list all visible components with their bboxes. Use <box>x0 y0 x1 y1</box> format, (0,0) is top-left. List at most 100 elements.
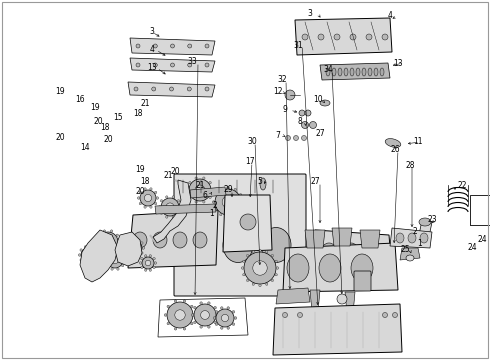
Circle shape <box>141 257 143 260</box>
Circle shape <box>141 242 143 244</box>
Text: 10: 10 <box>313 95 323 104</box>
Circle shape <box>142 247 145 249</box>
Circle shape <box>103 238 113 247</box>
Circle shape <box>183 328 186 330</box>
Circle shape <box>188 63 192 67</box>
Text: 11: 11 <box>413 138 423 147</box>
Ellipse shape <box>408 233 416 243</box>
Circle shape <box>167 305 170 308</box>
Polygon shape <box>345 292 355 314</box>
Circle shape <box>246 279 249 282</box>
Circle shape <box>205 87 209 91</box>
Circle shape <box>140 190 156 206</box>
Circle shape <box>215 311 218 313</box>
Circle shape <box>195 201 197 203</box>
Circle shape <box>136 63 140 67</box>
Circle shape <box>243 260 245 262</box>
Ellipse shape <box>368 68 372 76</box>
Text: 3: 3 <box>149 27 154 36</box>
Circle shape <box>232 311 235 313</box>
Ellipse shape <box>374 68 378 76</box>
Circle shape <box>104 259 107 261</box>
Circle shape <box>246 255 249 257</box>
Ellipse shape <box>223 228 253 262</box>
Circle shape <box>96 260 98 262</box>
Circle shape <box>259 249 261 252</box>
Circle shape <box>81 248 95 262</box>
Circle shape <box>205 63 209 67</box>
Text: 3: 3 <box>308 9 313 18</box>
Text: 2: 2 <box>213 201 218 210</box>
Circle shape <box>350 34 356 40</box>
Text: 31: 31 <box>293 40 303 49</box>
Polygon shape <box>332 228 352 246</box>
Ellipse shape <box>309 308 321 316</box>
Ellipse shape <box>319 254 341 282</box>
Circle shape <box>153 266 155 269</box>
Circle shape <box>276 267 279 269</box>
Circle shape <box>297 312 302 318</box>
Circle shape <box>164 314 167 316</box>
Circle shape <box>154 191 157 194</box>
Ellipse shape <box>420 233 428 243</box>
Circle shape <box>158 206 161 208</box>
Circle shape <box>78 254 81 256</box>
Ellipse shape <box>153 232 167 248</box>
Circle shape <box>193 314 196 316</box>
Circle shape <box>153 257 155 260</box>
Ellipse shape <box>380 68 384 76</box>
Circle shape <box>191 314 194 316</box>
Circle shape <box>302 34 308 40</box>
Circle shape <box>161 198 179 216</box>
Circle shape <box>153 44 157 48</box>
Circle shape <box>100 271 102 274</box>
Circle shape <box>123 259 126 261</box>
Circle shape <box>244 252 276 284</box>
Ellipse shape <box>365 243 381 261</box>
Circle shape <box>205 44 209 48</box>
Polygon shape <box>155 204 216 214</box>
Circle shape <box>266 283 268 285</box>
Ellipse shape <box>344 68 348 76</box>
Circle shape <box>194 304 216 326</box>
Polygon shape <box>276 288 310 304</box>
Circle shape <box>266 251 268 253</box>
Circle shape <box>215 189 241 215</box>
Ellipse shape <box>261 228 291 262</box>
Circle shape <box>215 323 218 325</box>
Polygon shape <box>130 38 215 55</box>
Ellipse shape <box>326 68 330 76</box>
Circle shape <box>285 90 295 100</box>
Text: 19: 19 <box>55 87 65 96</box>
Circle shape <box>203 177 205 179</box>
Text: 4: 4 <box>149 45 154 54</box>
Circle shape <box>252 251 254 253</box>
Circle shape <box>239 194 242 196</box>
Circle shape <box>241 201 244 203</box>
Ellipse shape <box>343 243 359 261</box>
Circle shape <box>188 44 192 48</box>
Circle shape <box>122 253 124 256</box>
Circle shape <box>110 230 113 232</box>
Circle shape <box>103 230 106 232</box>
Text: 16: 16 <box>75 95 85 104</box>
Circle shape <box>89 262 101 274</box>
Circle shape <box>203 201 205 203</box>
Circle shape <box>253 261 267 275</box>
Polygon shape <box>315 230 392 275</box>
Circle shape <box>122 264 124 267</box>
Polygon shape <box>320 63 390 80</box>
Text: 8: 8 <box>297 117 302 126</box>
Circle shape <box>96 274 98 276</box>
Circle shape <box>294 135 298 140</box>
Circle shape <box>142 257 154 269</box>
Polygon shape <box>128 82 215 97</box>
Circle shape <box>111 256 119 264</box>
Circle shape <box>286 135 291 140</box>
Circle shape <box>146 260 151 266</box>
Circle shape <box>118 241 121 243</box>
Text: 1: 1 <box>417 238 422 248</box>
Text: 17: 17 <box>245 158 255 166</box>
Circle shape <box>166 216 168 218</box>
Text: 20: 20 <box>170 167 180 176</box>
